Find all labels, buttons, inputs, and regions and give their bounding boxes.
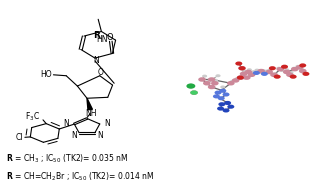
Circle shape — [208, 85, 215, 89]
Circle shape — [276, 67, 284, 71]
Circle shape — [299, 67, 304, 70]
Circle shape — [291, 67, 299, 71]
Circle shape — [255, 69, 260, 72]
Circle shape — [215, 74, 221, 77]
Circle shape — [286, 73, 294, 77]
Text: N: N — [105, 119, 110, 128]
Text: O: O — [98, 68, 104, 77]
Circle shape — [276, 67, 281, 70]
Text: N: N — [64, 119, 69, 128]
Circle shape — [237, 75, 244, 80]
Circle shape — [299, 69, 307, 73]
Circle shape — [284, 68, 289, 71]
Circle shape — [224, 101, 231, 105]
Text: HO: HO — [40, 70, 52, 79]
Circle shape — [248, 73, 256, 77]
Circle shape — [218, 102, 225, 106]
Circle shape — [240, 72, 247, 76]
Circle shape — [290, 75, 297, 79]
Circle shape — [211, 81, 219, 85]
Text: Cl: Cl — [15, 133, 23, 142]
Circle shape — [235, 61, 242, 66]
Polygon shape — [87, 98, 92, 110]
Circle shape — [227, 81, 235, 85]
Circle shape — [288, 71, 293, 74]
Circle shape — [218, 96, 225, 100]
Circle shape — [295, 65, 300, 68]
Text: $\mathbf{R}$ = CH=CH$_2$Br ; IC$_{50}$ (TK2)= 0.014 nM: $\mathbf{R}$ = CH=CH$_2$Br ; IC$_{50}$ (… — [6, 170, 155, 183]
Circle shape — [222, 108, 230, 112]
Circle shape — [253, 71, 260, 75]
Circle shape — [260, 69, 265, 72]
Circle shape — [190, 90, 198, 95]
Circle shape — [238, 66, 246, 70]
Circle shape — [296, 65, 303, 70]
Circle shape — [239, 66, 246, 70]
Circle shape — [247, 68, 252, 71]
Circle shape — [232, 78, 239, 83]
Text: N: N — [71, 131, 76, 140]
Circle shape — [272, 72, 277, 75]
Circle shape — [222, 92, 230, 97]
Text: N: N — [93, 56, 99, 65]
Circle shape — [242, 70, 247, 73]
Circle shape — [227, 105, 234, 109]
Circle shape — [235, 77, 240, 80]
Text: $\mathbf{R}$ = CH$_3$ ; IC$_{50}$ (TK2)= 0.035 nM: $\mathbf{R}$ = CH$_3$ ; IC$_{50}$ (TK2)=… — [6, 152, 129, 165]
Circle shape — [202, 75, 207, 78]
Text: R: R — [93, 31, 100, 40]
Circle shape — [281, 65, 288, 69]
Circle shape — [269, 66, 276, 70]
Circle shape — [190, 90, 198, 95]
Circle shape — [257, 71, 262, 74]
Circle shape — [257, 69, 265, 73]
Circle shape — [217, 107, 224, 111]
Circle shape — [187, 83, 195, 89]
Circle shape — [203, 81, 211, 85]
Text: F$_3$C: F$_3$C — [25, 110, 40, 123]
Text: N: N — [98, 131, 103, 140]
Circle shape — [198, 77, 206, 82]
Circle shape — [243, 75, 251, 80]
Circle shape — [245, 70, 252, 74]
Circle shape — [299, 63, 306, 67]
Circle shape — [237, 76, 244, 80]
Circle shape — [301, 69, 306, 72]
Circle shape — [206, 80, 211, 83]
Circle shape — [302, 72, 309, 76]
Circle shape — [208, 77, 215, 82]
Circle shape — [265, 70, 273, 74]
Circle shape — [273, 75, 281, 79]
Circle shape — [219, 89, 226, 93]
Text: NH: NH — [85, 109, 97, 118]
Circle shape — [187, 84, 195, 88]
Circle shape — [213, 79, 218, 82]
Circle shape — [214, 91, 221, 95]
Circle shape — [213, 94, 220, 98]
Circle shape — [230, 80, 235, 83]
Circle shape — [261, 72, 268, 76]
Circle shape — [267, 69, 272, 72]
Text: HN: HN — [96, 35, 108, 44]
Circle shape — [264, 70, 269, 73]
Circle shape — [279, 69, 284, 72]
Circle shape — [291, 67, 297, 70]
Circle shape — [220, 85, 225, 88]
Circle shape — [270, 73, 278, 77]
Text: O: O — [107, 33, 113, 42]
Circle shape — [239, 75, 245, 78]
Circle shape — [283, 70, 291, 74]
Circle shape — [251, 70, 256, 73]
